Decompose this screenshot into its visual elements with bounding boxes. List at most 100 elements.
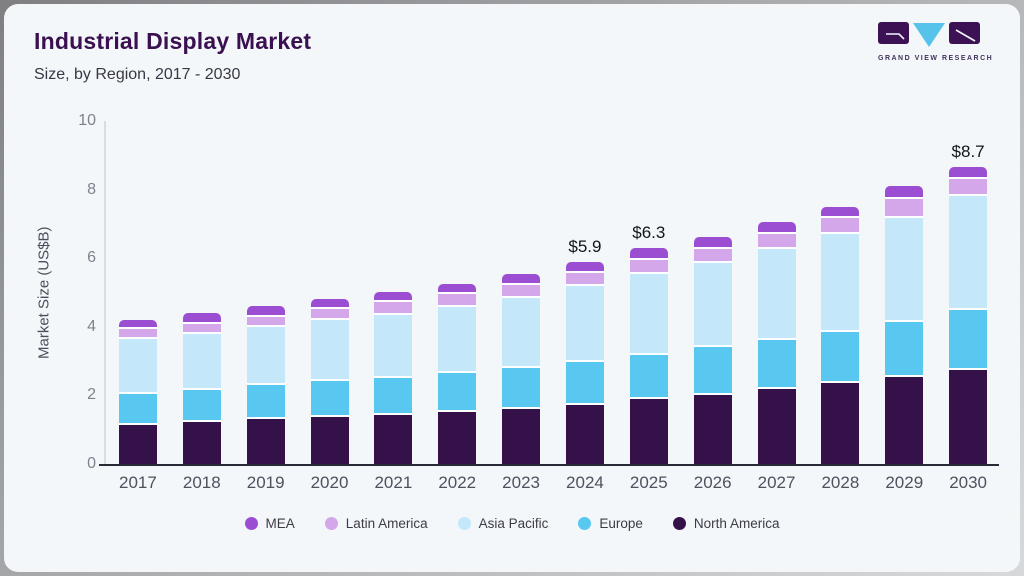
grand-view-research-logo: GRAND VIEW RESEARCH <box>878 22 992 62</box>
segment-europe-2019 <box>246 383 285 418</box>
segment-north-america-2018 <box>182 420 221 464</box>
y-axis-ticks: 0 2 4 6 8 10 <box>4 112 96 472</box>
segment-europe-2022 <box>438 371 477 410</box>
bar-2028 <box>821 206 860 464</box>
y-tick-label: 0 <box>87 455 96 472</box>
segment-europe-2028 <box>821 329 860 381</box>
bar-2022 <box>438 284 477 464</box>
segment-north-america-2025 <box>629 397 668 464</box>
legend-dot-icon <box>457 517 471 530</box>
segment-europe-2023 <box>502 366 541 407</box>
x-axis-label-2027: 2027 <box>757 473 796 492</box>
segment-europe-2030 <box>949 307 988 368</box>
x-axis-label-2024: 2024 <box>566 473 604 492</box>
segment-north-america-2028 <box>821 381 860 464</box>
segment-north-america-2030 <box>949 367 988 464</box>
x-axis-line <box>99 464 999 466</box>
segment-mea-2023 <box>502 273 541 283</box>
bar-2024 <box>565 261 604 464</box>
bar-slot-2026 <box>681 121 745 464</box>
bar-slot-2019 <box>234 121 298 464</box>
legend-item-europe: Europe <box>578 516 643 531</box>
segment-mea-2018 <box>182 313 221 322</box>
chart-legend: MEA Latin America Asia Pacific Europe North … <box>4 516 1020 531</box>
x-axis-label-2019: 2019 <box>246 473 285 492</box>
legend-item-mea: MEA <box>244 516 295 531</box>
bar-slot-2022 <box>425 121 489 464</box>
segment-mea-2022 <box>438 284 477 293</box>
legend-label: Europe <box>599 516 643 531</box>
segment-latin-america-2017 <box>118 326 157 338</box>
bar-2025 <box>629 247 668 464</box>
segment-latin-america-2026 <box>693 246 732 262</box>
x-axis-label-2029: 2029 <box>885 473 924 492</box>
bar-slot-2018 <box>170 121 234 464</box>
legend-label: MEA <box>265 516 295 531</box>
page-title: Industrial Display Market <box>34 28 312 54</box>
segment-europe-2029 <box>885 319 924 375</box>
segment-latin-america-2024 <box>565 270 604 284</box>
bar-2026 <box>693 236 732 464</box>
bar-slot-2027 <box>745 121 809 464</box>
segment-latin-america-2028 <box>821 216 860 232</box>
segment-latin-america-2018 <box>182 321 221 332</box>
y-tick-label: 2 <box>87 386 96 404</box>
segment-north-america-2020 <box>310 415 349 464</box>
x-axis-label-2018: 2018 <box>182 473 221 492</box>
y-tick-label: 6 <box>87 249 96 267</box>
legend-label: Asia Pacific <box>478 516 549 531</box>
legend-dot-icon <box>324 517 338 530</box>
segment-latin-america-2023 <box>502 282 541 296</box>
x-axis-label-2030: 2030 <box>949 473 988 492</box>
bar-2019 <box>246 305 285 464</box>
segment-mea-2017 <box>118 319 157 327</box>
segment-north-america-2029 <box>885 374 924 464</box>
segment-mea-2030 <box>949 167 988 178</box>
segment-asia-pacific-2021 <box>374 312 413 377</box>
segment-mea-2029 <box>885 186 924 198</box>
legend-dot-icon <box>672 517 686 530</box>
bar-slot-2020 <box>298 121 362 464</box>
segment-europe-2027 <box>757 337 796 388</box>
bar-2021 <box>374 291 413 464</box>
stacked-bar-plot: $5.9 $6.3 $8.7 <box>106 121 1000 464</box>
x-axis-label-2021: 2021 <box>374 473 413 492</box>
bar-slot-2023 <box>489 121 553 464</box>
legend-item-latin-america: Latin America <box>324 516 428 531</box>
bar-slot-2024: $5.9 <box>553 121 617 464</box>
legend-item-north-america: North America <box>672 516 780 531</box>
bar-slot-2030: $8.7 <box>936 121 1000 464</box>
segment-asia-pacific-2025 <box>629 271 668 353</box>
segment-asia-pacific-2027 <box>757 246 796 338</box>
y-axis-line <box>104 121 106 466</box>
x-axis-labels: 2017 2018 2019 2020 2021 2022 2023 2024 2025 2026… <box>106 473 1000 493</box>
legend-dot-icon <box>578 517 592 530</box>
x-axis-label-2028: 2028 <box>821 473 860 492</box>
segment-latin-america-2020 <box>310 306 349 318</box>
segment-north-america-2024 <box>565 402 604 464</box>
segment-latin-america-2029 <box>885 197 924 217</box>
bar-slot-2025: $6.3 <box>617 121 681 464</box>
bar-2030 <box>949 167 988 464</box>
total-value-label-2025: $6.3 <box>632 222 666 242</box>
segment-europe-2024 <box>565 359 604 403</box>
bar-2020 <box>310 298 349 464</box>
segment-europe-2025 <box>629 352 668 398</box>
segment-asia-pacific-2028 <box>821 231 860 330</box>
segment-europe-2017 <box>118 391 157 423</box>
segment-mea-2019 <box>246 305 285 315</box>
segment-mea-2026 <box>693 236 732 247</box>
segment-asia-pacific-2024 <box>565 283 604 360</box>
segment-north-america-2019 <box>246 417 285 464</box>
segment-asia-pacific-2030 <box>949 194 988 308</box>
legend-label: North America <box>693 516 780 531</box>
bar-2027 <box>757 221 796 464</box>
segment-asia-pacific-2023 <box>502 295 541 367</box>
segment-north-america-2021 <box>374 413 413 464</box>
bar-slot-2017 <box>106 121 170 464</box>
segment-mea-2020 <box>310 298 349 307</box>
segment-latin-america-2030 <box>949 177 988 195</box>
x-axis-label-2023: 2023 <box>502 473 540 492</box>
gvr-logo-icon <box>878 22 980 47</box>
total-value-label-2024: $5.9 <box>568 236 602 256</box>
